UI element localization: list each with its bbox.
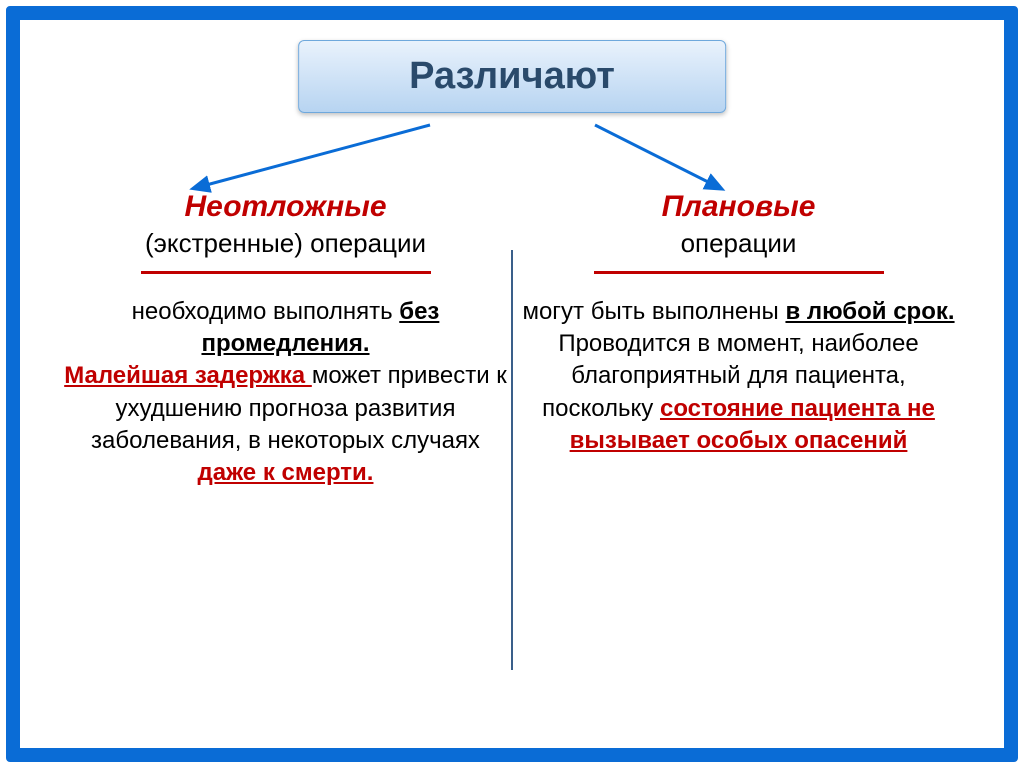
body-segment: необходимо выполнять — [132, 298, 400, 325]
left-subtitle: (экстренные) операции — [145, 228, 426, 259]
left-body: необходимо выполнять без промедления.Мал… — [60, 296, 511, 490]
right-subtitle: операции — [681, 228, 797, 259]
body-segment: могут быть выполнены — [522, 298, 785, 325]
slide-root: Различают Неотложные (экстренные) операц… — [0, 0, 1024, 768]
left-rule — [141, 271, 431, 274]
title-text: Различают — [409, 55, 615, 97]
right-column: Плановые операции могут быть выполнены в… — [513, 190, 964, 708]
body-segment: даже к смерти. — [198, 459, 374, 486]
left-title: Неотложные — [184, 190, 386, 224]
right-body: могут быть выполнены в любой срок.Провод… — [513, 296, 964, 458]
right-title: Плановые — [662, 190, 816, 224]
right-rule — [594, 271, 884, 274]
title-box: Различают — [298, 40, 726, 113]
columns: Неотложные (экстренные) операции необход… — [60, 190, 964, 708]
body-segment: в любой срок. — [785, 298, 954, 325]
body-segment: Малейшая задержка — [64, 362, 312, 389]
left-column: Неотложные (экстренные) операции необход… — [60, 190, 511, 708]
